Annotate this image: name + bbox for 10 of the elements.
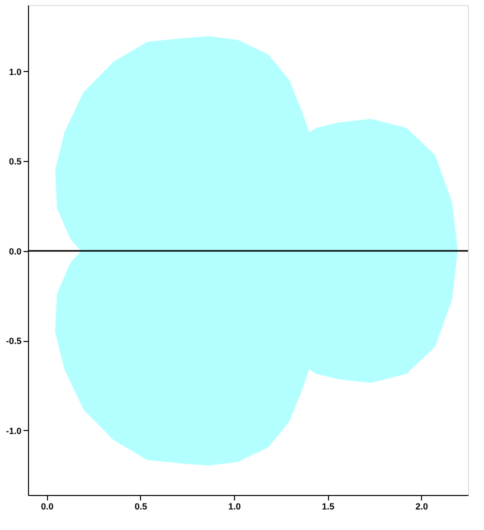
x-tick-label: 2.0 (415, 502, 428, 512)
x-tick-label: 1.5 (322, 502, 334, 512)
x-tick-label: 0.5 (134, 502, 148, 512)
y-tick-label: 1.0 (8, 66, 22, 77)
x-tick-label: 1.0 (228, 502, 241, 512)
y-tick-label: -0.5 (6, 336, 22, 346)
y-tick-label: 0.5 (8, 156, 22, 167)
y-tick-label: 0.0 (8, 246, 22, 256)
x-tick-label: 0.0 (40, 502, 54, 512)
y-tick-label: -1.0 (6, 426, 22, 436)
